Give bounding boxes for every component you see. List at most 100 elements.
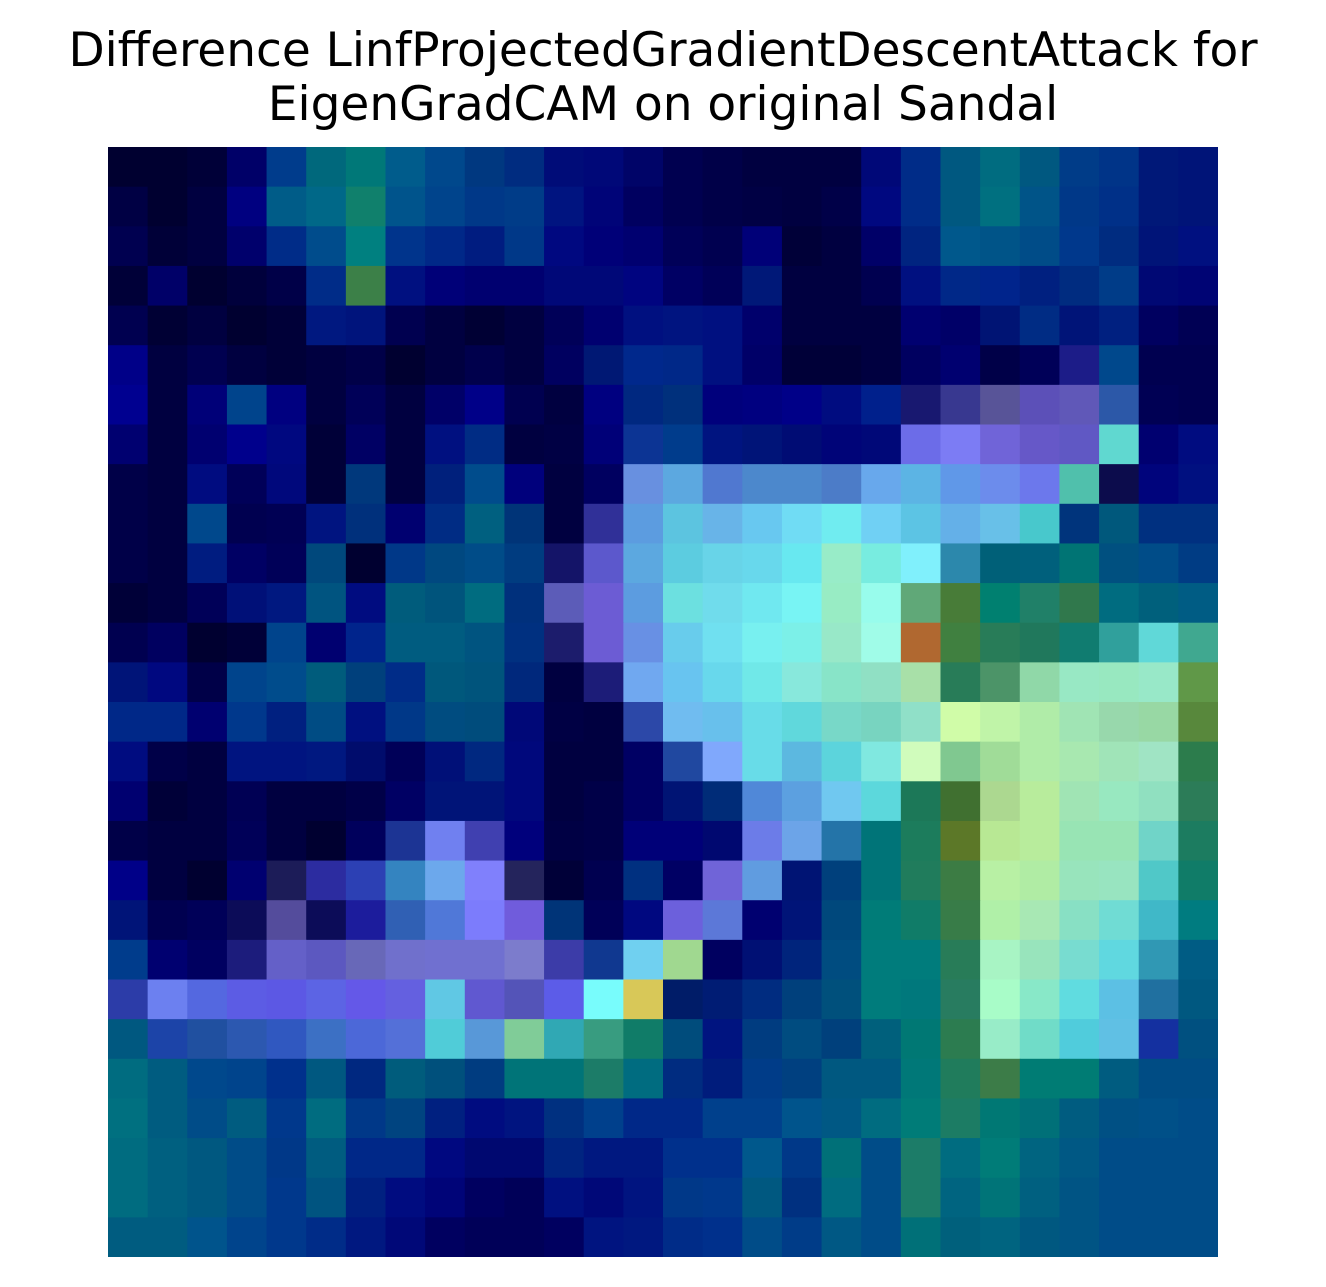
heatmap-cell-r14-c16 [742,702,783,743]
heatmap-cell-r19-c5 [306,900,347,941]
heatmap-cell-r12-c3 [226,622,268,663]
heatmap-cell-r5-c12 [583,345,624,386]
heatmap-cell-r11-c22 [980,583,1021,624]
heatmap-cell-r3-c25 [1099,265,1140,307]
heatmap-cell-r4-c23 [1019,305,1061,346]
heatmap-cell-r10-c8 [425,543,466,584]
heatmap-cell-r13-c23 [1019,662,1061,703]
heatmap-cell-r21-c24 [1059,979,1100,1020]
heatmap-cell-r14-c8 [425,702,466,743]
heatmap-cell-r23-c12 [583,1058,624,1100]
heatmap-cell-r8-c12 [583,464,624,505]
heatmap-cell-r11-c12 [583,583,624,624]
heatmap-cell-r26-c6 [345,1177,387,1218]
heatmap-cell-r7-c23 [1019,424,1061,465]
heatmap-cell-r3-c21 [940,265,981,307]
heatmap-cell-r8-c6 [345,464,387,505]
heatmap-cell-r4-c10 [504,305,545,346]
heatmap-cell-r6-c14 [663,384,704,426]
heatmap-cell-r1-c27 [1178,186,1218,227]
heatmap-cell-r13-c8 [425,662,466,703]
heatmap-cell-r2-c11 [544,226,585,267]
heatmap-cell-r0-c14 [663,147,704,188]
heatmap-cell-r12-c15 [702,622,743,663]
heatmap-cell-r11-c13 [623,583,664,624]
heatmap-cell-r27-c16 [742,1217,783,1257]
heatmap-cell-r17-c26 [1138,820,1179,862]
heatmap-cell-r23-c7 [385,1058,426,1100]
heatmap-cell-r5-c3 [226,345,268,386]
heatmap-cell-r15-c2 [187,741,228,782]
heatmap-cell-r27-c13 [623,1217,664,1257]
heatmap-cell-r24-c0 [108,1098,149,1139]
heatmap-cell-r20-c7 [385,939,426,981]
heatmap-cell-r8-c22 [980,464,1021,505]
heatmap-cell-r12-c19 [861,622,902,663]
heatmap-cell-r23-c20 [900,1058,942,1100]
heatmap-cell-r9-c20 [900,503,942,545]
heatmap-cell-r9-c0 [108,503,149,545]
heatmap-cell-r4-c11 [544,305,585,346]
heatmap-cell-r14-c6 [345,702,387,743]
heatmap-cell-r19-c23 [1019,900,1061,941]
heatmap-cell-r11-c1 [147,583,188,624]
heatmap-cell-r27-c19 [861,1217,902,1257]
heatmap-cell-r22-c0 [108,1019,149,1060]
heatmap-cell-r2-c5 [306,226,347,267]
heatmap-cell-r20-c3 [226,939,268,981]
heatmap-cell-r7-c17 [781,424,823,465]
heatmap-cell-r2-c20 [900,226,942,267]
heatmap-cell-r1-c20 [900,186,942,227]
heatmap-cell-r27-c6 [345,1217,387,1257]
chart-title: Difference LinfProjectedGradientDescentA… [0,24,1326,132]
heatmap-cell-r7-c15 [702,424,743,465]
heatmap-cell-r17-c12 [583,820,624,862]
heatmap-cell-r10-c7 [385,543,426,584]
heatmap-cell-r17-c21 [940,820,981,862]
heatmap-cell-r19-c15 [702,900,743,941]
heatmap-cell-r7-c6 [345,424,387,465]
heatmap-cell-r6-c4 [266,384,307,426]
heatmap-cell-r16-c3 [226,781,268,822]
heatmap-cell-r24-c18 [821,1098,862,1139]
heatmap-cell-r25-c18 [821,1138,862,1179]
heatmap-cell-r15-c4 [266,741,307,782]
heatmap-cell-r17-c19 [861,820,902,862]
heatmap-cell-r2-c17 [781,226,823,267]
heatmap-cell-r3-c2 [187,265,228,307]
heatmap-cell-r17-c14 [663,820,704,862]
heatmap-cell-r6-c7 [385,384,426,426]
heatmap-cell-r9-c5 [306,503,347,545]
heatmap-cell-r27-c9 [464,1217,506,1257]
heatmap-cell-r18-c9 [464,860,506,901]
heatmap-cell-r16-c19 [861,781,902,822]
heatmap-cell-r21-c16 [742,979,783,1020]
heatmap-cell-r9-c9 [464,503,506,545]
heatmap-cell-r10-c0 [108,543,149,584]
heatmap-cell-r10-c12 [583,543,624,584]
heatmap-cell-r26-c18 [821,1177,862,1218]
heatmap-cell-r22-c21 [940,1019,981,1060]
heatmap-cell-r17-c25 [1099,820,1140,862]
heatmap-cell-r19-c10 [504,900,545,941]
heatmap-cell-r24-c21 [940,1098,981,1139]
heatmap-cell-r9-c19 [861,503,902,545]
heatmap-cell-r10-c26 [1138,543,1179,584]
heatmap-cell-r10-c14 [663,543,704,584]
heatmap-cell-r16-c24 [1059,781,1100,822]
heatmap-cell-r19-c16 [742,900,783,941]
heatmap-cell-r1-c11 [544,186,585,227]
heatmap-cell-r24-c4 [266,1098,307,1139]
heatmap-cell-r16-c20 [900,781,942,822]
heatmap-cell-r3-c0 [108,265,149,307]
heatmap-cell-r23-c6 [345,1058,387,1100]
heatmap-cell-r14-c4 [266,702,307,743]
heatmap-cell-r11-c25 [1099,583,1140,624]
heatmap-cell-r22-c1 [147,1019,188,1060]
heatmap-cell-r12-c22 [980,622,1021,663]
heatmap-cell-r5-c15 [702,345,743,386]
heatmap-cell-r13-c19 [861,662,902,703]
heatmap-cell-r7-c14 [663,424,704,465]
heatmap-cell-r22-c10 [504,1019,545,1060]
heatmap-cell-r6-c22 [980,384,1021,426]
